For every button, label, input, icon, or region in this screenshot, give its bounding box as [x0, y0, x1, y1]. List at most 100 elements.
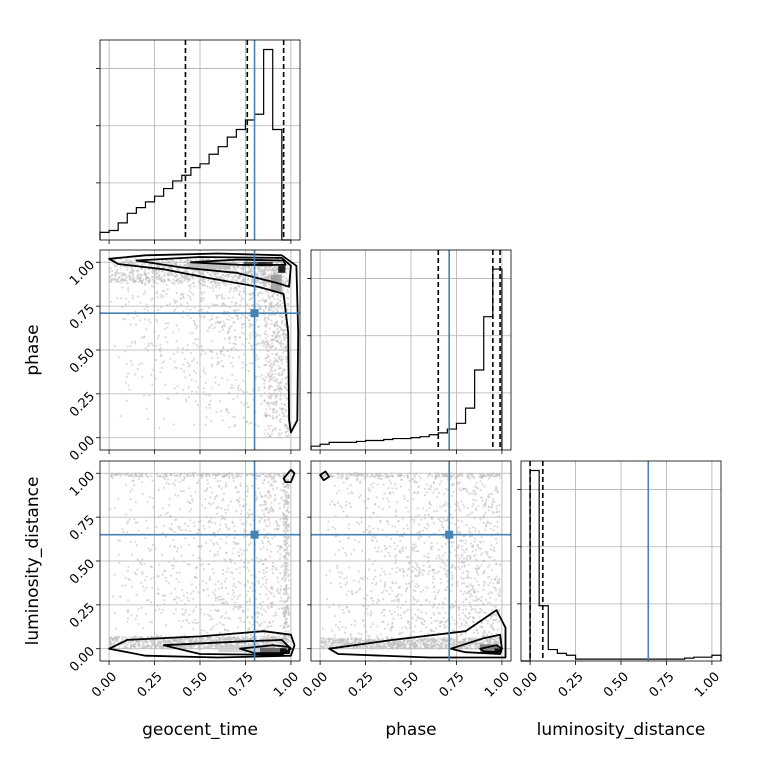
scatter-point	[212, 531, 215, 535]
scatter-point	[262, 571, 265, 575]
scatter-point	[226, 616, 229, 619]
scatter-point	[274, 372, 277, 375]
scatter-point	[196, 621, 199, 625]
scatter-point	[141, 558, 144, 561]
scatter-point	[192, 521, 196, 524]
scatter-point	[208, 502, 211, 505]
scatter-point	[208, 348, 211, 351]
scatter-point	[212, 327, 215, 330]
scatter-point	[173, 545, 176, 548]
scatter-point	[188, 296, 192, 299]
scatter-point	[232, 266, 236, 269]
scatter-point	[182, 560, 185, 563]
scatter-point	[145, 586, 148, 589]
scatter-point	[264, 357, 267, 360]
scatter-point	[280, 315, 283, 318]
scatter-point	[176, 305, 179, 308]
y-tick-label: 0.50	[67, 556, 98, 587]
scatter-point	[229, 571, 233, 574]
scatter-point	[208, 578, 211, 581]
scatter-point	[136, 521, 139, 524]
scatter-point	[199, 298, 202, 301]
scatter-point	[286, 308, 289, 311]
scatter-point	[286, 415, 289, 418]
scatter-point	[184, 398, 188, 401]
scatter-point	[154, 377, 157, 380]
scatter-point	[141, 472, 144, 476]
scatter-point	[213, 647, 216, 650]
scatter-point	[175, 291, 178, 295]
scatter-point	[168, 639, 171, 643]
scatter-point	[284, 600, 288, 603]
scatter-point	[257, 487, 260, 490]
scatter-point	[236, 605, 239, 609]
scatter-point	[143, 270, 146, 274]
scatter-point	[112, 278, 115, 281]
scatter-point	[261, 583, 265, 586]
scatter-point	[277, 373, 280, 377]
scatter-point	[287, 554, 291, 557]
scatter-point	[232, 577, 235, 580]
scatter-point	[286, 640, 289, 644]
scatter-point	[286, 279, 289, 282]
scatter-point	[185, 307, 188, 310]
scatter-point	[237, 542, 240, 545]
scatter-point	[274, 357, 277, 360]
scatter-point	[227, 273, 230, 276]
scatter-point	[178, 268, 181, 271]
scatter-point	[233, 601, 237, 604]
scatter-point	[193, 357, 196, 360]
scatter-point	[276, 293, 279, 297]
scatter-point	[370, 625, 373, 629]
scatter-point	[189, 502, 192, 505]
scatter-point	[267, 388, 270, 391]
scatter-point	[154, 274, 157, 277]
scatter-point	[176, 351, 179, 354]
scatter-point	[160, 305, 163, 309]
scatter-point	[121, 584, 124, 587]
scatter-point	[263, 620, 266, 623]
scatter-point	[248, 314, 251, 317]
scatter-point	[241, 326, 244, 330]
scatter-point	[141, 644, 144, 647]
scatter-point	[164, 383, 167, 386]
scatter-point	[195, 371, 198, 375]
scatter-point	[159, 350, 162, 353]
scatter-point	[256, 606, 259, 609]
scatter-point	[259, 607, 263, 610]
scatter-point	[139, 276, 142, 279]
scatter-point	[271, 507, 274, 511]
scatter-points	[108, 257, 291, 439]
scatter-point	[216, 553, 220, 556]
scatter-point	[130, 645, 133, 648]
scatter-point	[272, 310, 275, 313]
scatter-point	[260, 604, 263, 607]
scatter-point	[247, 561, 250, 564]
scatter-point	[422, 529, 425, 532]
scatter-point	[241, 361, 244, 364]
scatter-point	[222, 638, 225, 641]
scatter-point	[220, 601, 223, 605]
scatter-point	[262, 568, 265, 572]
scatter-point	[125, 363, 128, 366]
scatter-point	[211, 356, 214, 359]
scatter-point	[172, 557, 176, 560]
scatter-point	[202, 370, 205, 373]
scatter-point	[212, 591, 215, 594]
scatter-point	[164, 647, 167, 650]
scatter-point	[167, 504, 171, 507]
scatter-point	[142, 641, 145, 644]
scatter-point	[366, 577, 369, 580]
scatter-point	[137, 622, 140, 626]
scatter-point	[283, 522, 286, 525]
scatter-point	[250, 281, 253, 284]
scatter-point	[270, 342, 273, 345]
scatter-point	[229, 326, 232, 330]
scatter-point	[172, 353, 175, 356]
density-cell	[187, 262, 231, 270]
scatter-point	[361, 549, 364, 552]
scatter-point	[199, 639, 202, 642]
scatter-point	[201, 473, 204, 476]
scatter-point	[281, 275, 285, 278]
scatter-point	[141, 492, 144, 496]
